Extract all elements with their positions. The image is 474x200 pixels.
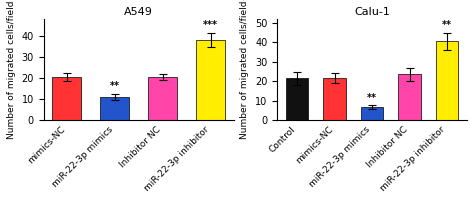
Text: **: ** — [367, 93, 377, 103]
Text: **: ** — [109, 81, 119, 91]
Bar — [323, 78, 346, 120]
Bar — [361, 107, 383, 120]
Y-axis label: Number of migrated cells/field: Number of migrated cells/field — [240, 0, 249, 139]
Bar — [100, 97, 129, 120]
Title: A549: A549 — [124, 7, 153, 17]
Y-axis label: Number of migrated cells/field: Number of migrated cells/field — [7, 0, 16, 139]
Bar — [286, 78, 308, 120]
Bar — [148, 77, 177, 120]
Bar — [436, 41, 458, 120]
Text: **: ** — [442, 20, 452, 30]
Bar — [398, 74, 421, 120]
Bar — [196, 40, 225, 120]
Bar — [52, 77, 81, 120]
Title: Calu-1: Calu-1 — [354, 7, 390, 17]
Text: ***: *** — [203, 20, 218, 30]
